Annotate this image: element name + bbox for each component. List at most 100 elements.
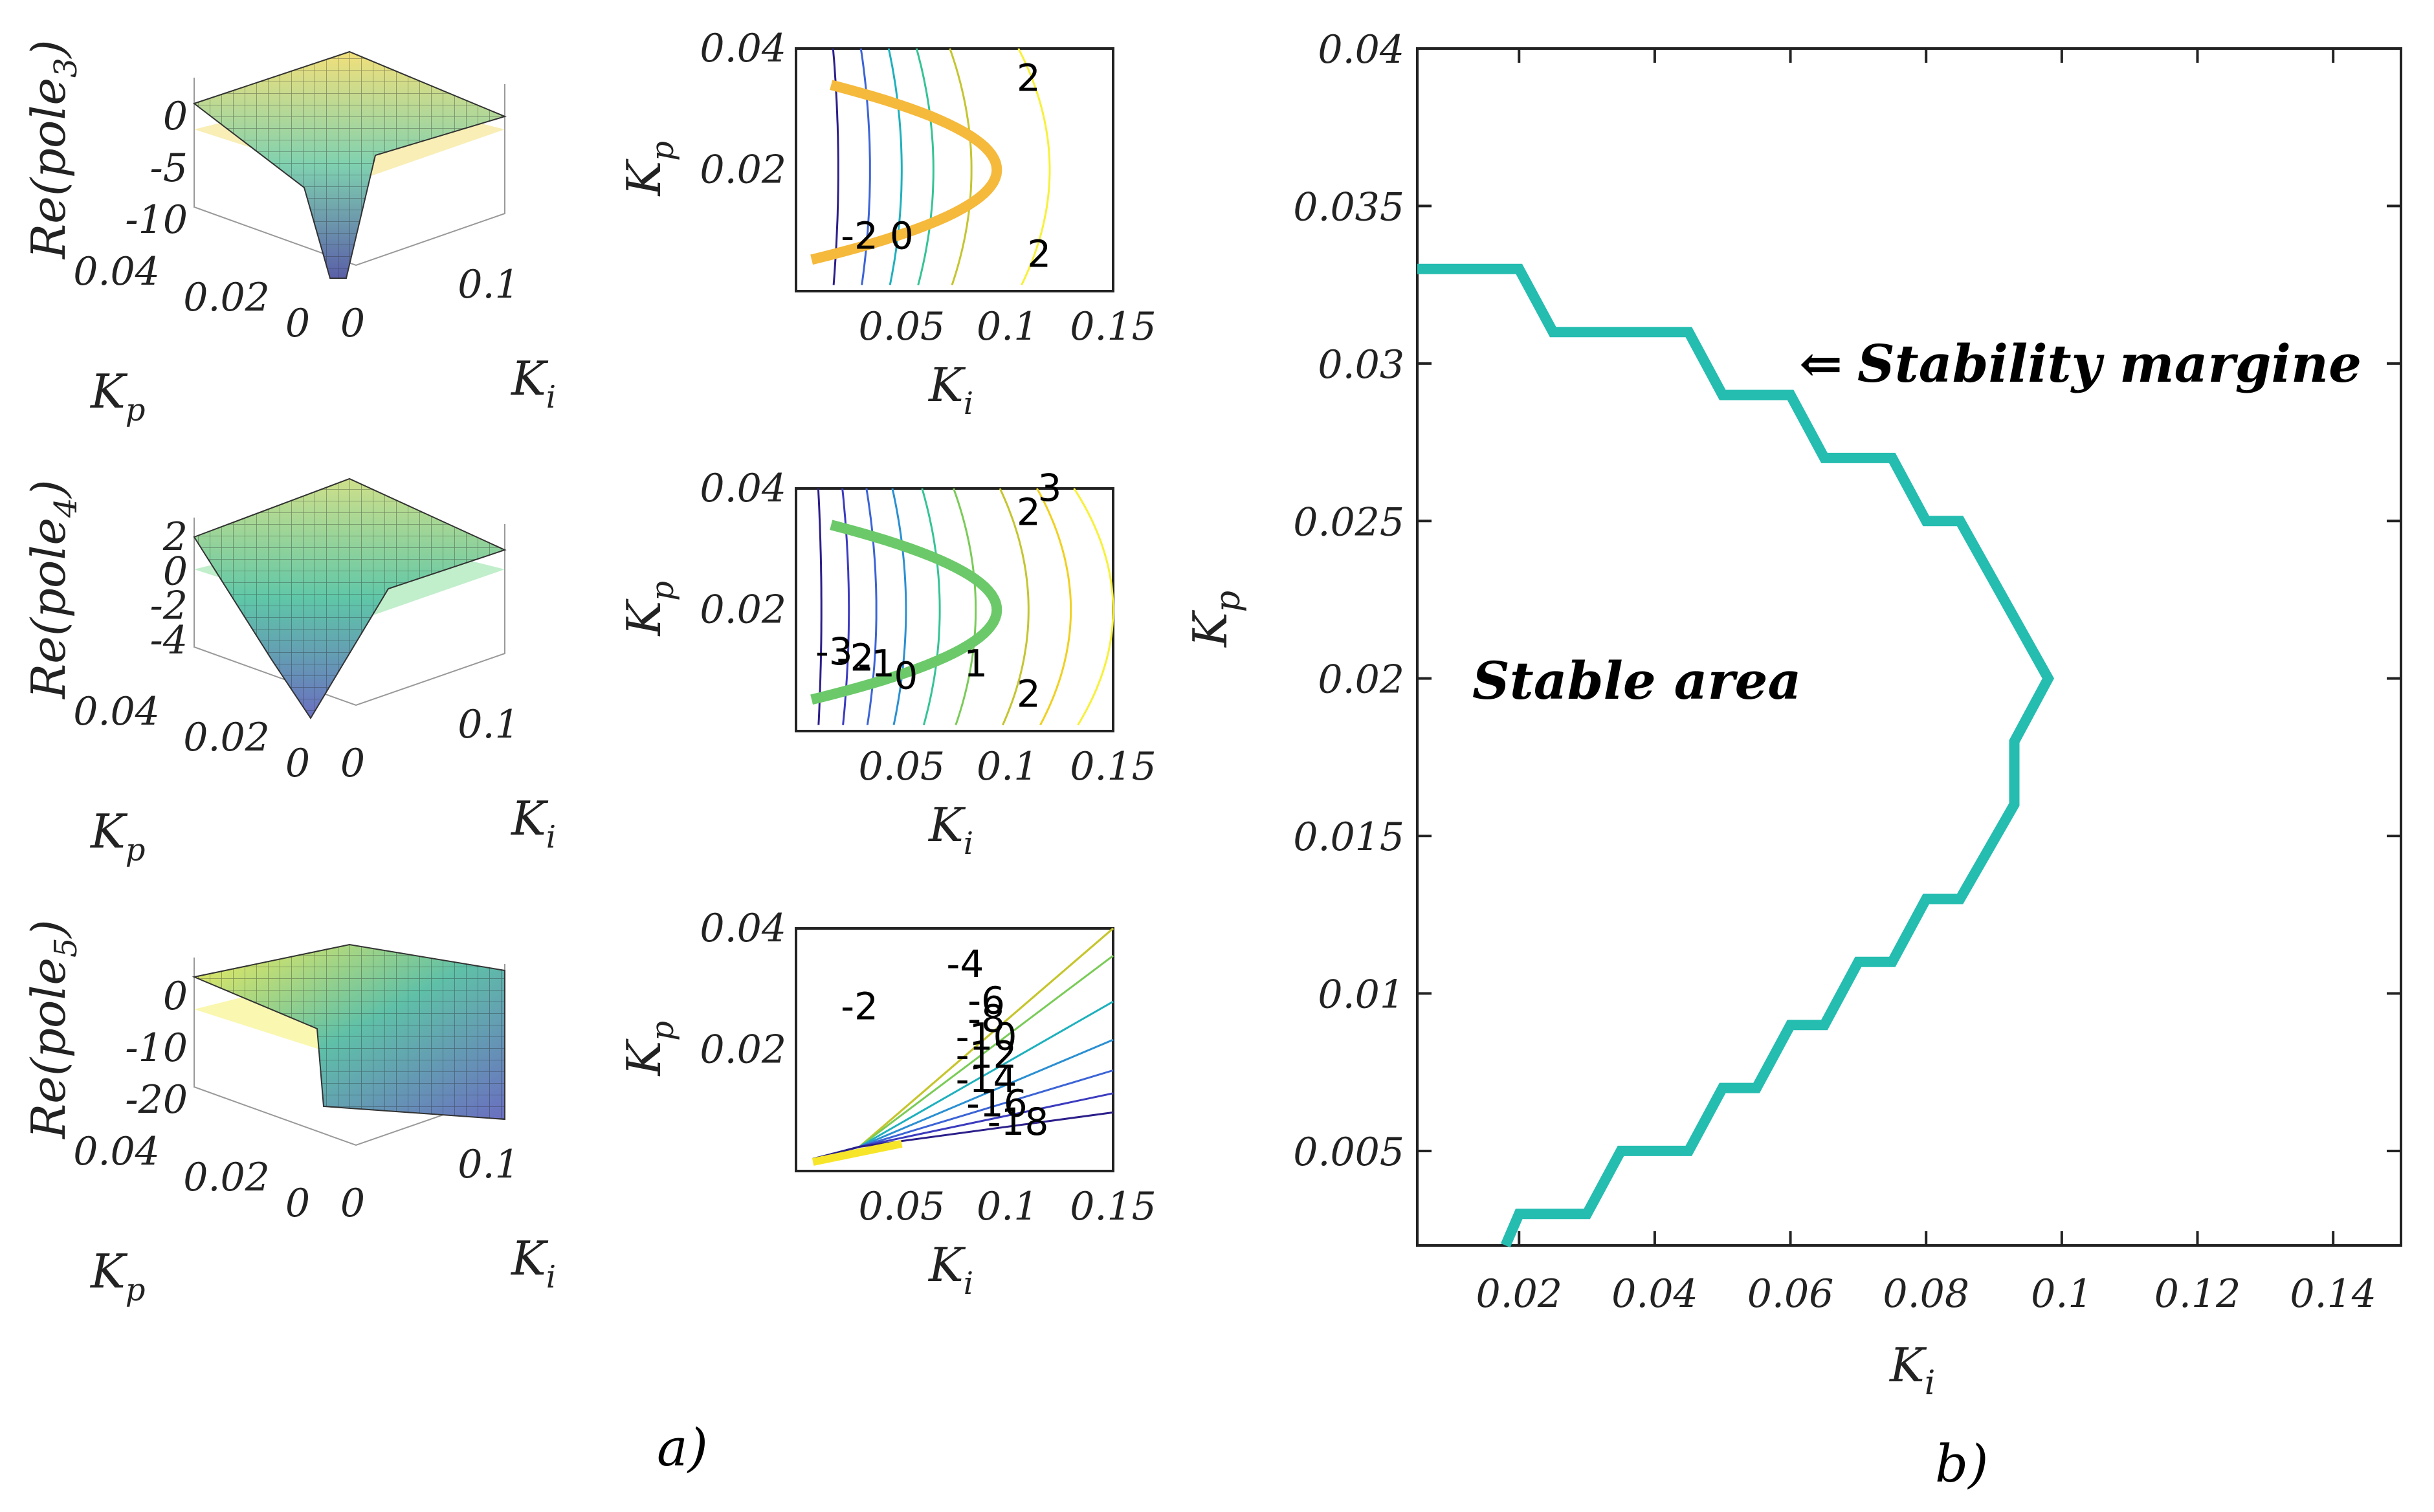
y-tick-label: 0.04	[73, 689, 160, 734]
x-tick-label: 0.1	[977, 744, 1038, 789]
y-tick-label: 0.04	[73, 249, 160, 294]
contour-line	[999, 488, 1030, 726]
contour-line	[915, 48, 935, 285]
kp-axis-label: Kp	[89, 1244, 146, 1308]
x-tick-label: 0.05	[859, 304, 946, 349]
y-axis-label: Kp	[617, 141, 681, 197]
x-tick-label: 0	[340, 1181, 365, 1226]
x-tick-label: 0.1	[977, 1184, 1038, 1229]
contour-panel: 2 2 0 -2 0.05 0.1 0.15 0.04 0.02 Ki Kp	[617, 26, 1156, 422]
contour-level-label: 0	[890, 214, 914, 257]
y-tick-label: 0.04	[700, 466, 786, 511]
y-tick-label: 0.005	[1293, 1130, 1404, 1175]
contour-level-label: -14	[956, 1057, 1017, 1101]
surface-grid	[194, 52, 505, 278]
contour-level-label: -4	[946, 942, 984, 986]
contour-level-label: -1	[857, 642, 895, 686]
axis-box	[194, 78, 505, 267]
stability-margin-line	[1417, 263, 2055, 1248]
contour-level-label: -18	[988, 1100, 1049, 1144]
y-tick-label: 0.04	[700, 26, 786, 71]
contour-level-label: -2	[837, 635, 874, 679]
contour-level-label: 2	[1017, 672, 1041, 716]
contour-level-label: -2	[841, 214, 878, 257]
contour-line	[891, 488, 907, 725]
contour-line-edge	[812, 1139, 903, 1166]
surface-grid	[194, 945, 505, 1119]
x-tick-label: 0	[340, 301, 365, 346]
x-tick-label: 0.1	[977, 304, 1038, 349]
x-tick-label: 0.12	[2154, 1271, 2241, 1317]
zero-contour	[810, 80, 1002, 265]
x-tick-label: 0.15	[1070, 1184, 1156, 1229]
y-tick-label: 0.035	[1293, 184, 1404, 230]
x-tick-label: 0.05	[859, 1184, 946, 1229]
contour-line	[921, 488, 941, 725]
y-tick-label: 0.015	[1293, 815, 1404, 860]
contour-level-label: -3	[815, 630, 853, 674]
z-axis-label: Re(pole5)	[21, 919, 84, 1140]
z-tick-label: -5	[150, 146, 188, 191]
z-tick-label: -20	[125, 1077, 188, 1123]
contour-level-label: -6	[968, 978, 1005, 1022]
ki-axis-label: Ki	[510, 351, 556, 415]
stability-margin-chart: 0.005 0.01 0.015 0.02 0.025 0.03 0.035 0.04 0.0…	[1183, 27, 2402, 1403]
y-axis-label: Kp	[617, 1021, 681, 1077]
contour-level-label: -8	[968, 996, 1005, 1040]
contour-lines	[810, 488, 1114, 726]
contour-level-label: -16	[966, 1082, 1028, 1126]
x-axis-ticks: 0.02 0.04 0.06 0.08 0.1 0.12 0.14	[1476, 49, 2376, 1317]
z-tick-label: 2	[162, 514, 188, 560]
y-tick-label: 0.01	[1318, 972, 1404, 1018]
y-tick-label: 0.02	[700, 587, 786, 633]
y-axis-ticks: 0.005 0.01 0.015 0.02 0.025 0.03 0.035 0.04	[1293, 27, 2401, 1175]
x-axis-label: Ki	[927, 798, 973, 862]
x-tick-label: 0.1	[458, 702, 519, 747]
axis-box	[194, 518, 505, 707]
x-tick-label: 0	[340, 741, 365, 786]
z-tick-label: 0	[163, 549, 188, 594]
x-tick-label: 0.14	[2290, 1271, 2376, 1317]
contour-lines	[810, 48, 1051, 286]
contour-line	[1017, 48, 1051, 286]
contour-level-label: -12	[956, 1033, 1017, 1077]
y-axis-label: Kp	[1183, 591, 1248, 648]
contour-panel: -2 -4-6-8-10-12-14-16-18 0.05 0.1 0.15 0.04 0.…	[617, 906, 1156, 1302]
contour-lines	[812, 927, 1114, 1166]
y-tick-label: 0.03	[1318, 342, 1404, 388]
contour-level-label: 0	[894, 653, 918, 697]
contour-level-label: 3	[1038, 466, 1062, 510]
contour-line	[1073, 488, 1114, 726]
caption-a: a)	[657, 1418, 708, 1478]
surface-grid	[194, 479, 505, 718]
contour-frame	[795, 927, 1114, 1172]
z-tick-label: 0	[163, 94, 188, 139]
stability-arrow-icon: ⇐	[1799, 333, 1842, 394]
contour-line	[817, 488, 823, 725]
z-tick-label: 0	[163, 974, 188, 1019]
z-tick-label: -2	[150, 584, 188, 629]
contour-level-label: -10	[956, 1015, 1017, 1059]
x-axis-label: Ki	[1888, 1338, 1935, 1403]
y-tick-label: 0	[285, 1181, 310, 1226]
y-tick-label: 0.02	[700, 148, 786, 193]
z-axis-label: Re(pole3)	[21, 39, 84, 260]
z-tick-label: -4	[150, 618, 188, 663]
kp-axis-label: Kp	[89, 364, 146, 428]
y-tick-label: 0.04	[700, 906, 786, 951]
x-tick-label: 0.05	[859, 744, 946, 789]
contour-line	[953, 488, 977, 726]
zero-contour	[810, 520, 1002, 705]
contour-panels: 220-20.05 0.1 0.150.040.02KiKp3210-1-2-320…	[617, 26, 1156, 1302]
z-tick-label: -10	[125, 1025, 188, 1071]
contour-level-label: 2	[1017, 56, 1041, 100]
x-tick-label: 0.1	[2031, 1271, 2092, 1317]
z-axis-label: Re(pole4)	[21, 479, 84, 700]
y-tick-label: 0.02	[183, 715, 270, 760]
y-tick-label: 0.025	[1293, 499, 1404, 545]
y-tick-label: 0.02	[183, 1155, 270, 1200]
